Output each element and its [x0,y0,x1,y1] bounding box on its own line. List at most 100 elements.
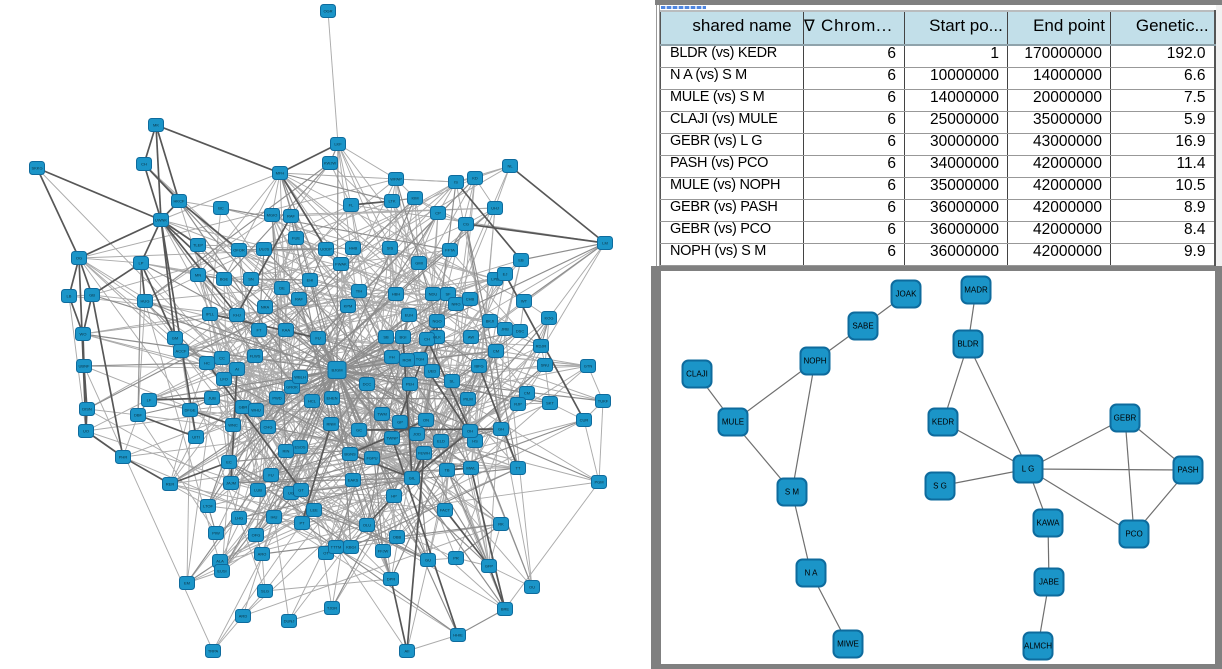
svg-text:BC: BC [218,206,224,211]
svg-text:DE: DE [279,286,285,291]
svg-text:ESOS: ESOS [294,445,305,450]
svg-text:PASH: PASH [1177,466,1198,475]
svg-text:SL: SL [450,379,456,384]
svg-text:NRO: NRO [452,302,461,307]
svg-text:KIM: KIM [411,196,418,201]
svg-text:TGH: TGH [416,357,425,362]
svg-text:PHR: PHR [119,455,128,460]
svg-text:CUR: CUR [580,418,589,423]
svg-text:FFJW: FFJW [378,549,389,554]
svg-text:HUG: HUG [141,299,150,304]
svg-text:IHU: IHU [271,515,278,520]
svg-text:PILM: PILM [463,397,472,402]
svg-text:LHG: LHG [235,516,243,521]
svg-text:TIH: TIH [356,289,363,294]
svg-text:BJGM: BJGM [331,368,342,373]
svg-text:PCO: PCO [1125,530,1142,539]
svg-text:OU: OU [529,585,535,590]
svg-text:SKKG: SKKG [31,166,42,171]
svg-text:TJDR: TJDR [327,606,337,611]
svg-text:KOG: KOG [545,316,554,321]
svg-text:SIS: SIS [387,246,394,251]
svg-text:PIW: PIW [212,531,220,536]
svg-text:PR: PR [453,556,459,561]
svg-text:EC: EC [226,460,232,465]
svg-text:GC: GC [356,428,362,433]
svg-text:NRA: NRA [261,305,270,310]
svg-text:SNU: SNU [541,363,550,368]
svg-text:RIN: RIN [283,449,290,454]
svg-text:CLAJI: CLAJI [686,370,708,379]
svg-text:BKJI: BKJI [486,319,494,324]
svg-text:GH: GH [498,427,504,432]
svg-text:LFO: LFO [220,377,228,382]
svg-text:HKCF: HKCF [174,199,185,204]
svg-text:PEH: PEH [406,382,414,387]
svg-text:MULE: MULE [722,418,744,427]
svg-text:GFP: GFP [485,564,494,569]
svg-text:OBB: OBB [393,535,402,540]
svg-text:EUSI: EUSI [217,569,226,574]
svg-text:UED: UED [428,369,437,374]
svg-text:FACT: FACT [440,508,451,513]
svg-text:CHB: CHB [466,297,475,302]
svg-text:TWNP: TWNP [386,436,398,441]
svg-text:LEE: LEE [310,508,318,513]
svg-text:DFGE: DFGE [184,408,195,413]
svg-text:ARD: ARD [239,614,248,619]
svg-text:BRE: BRE [501,607,510,612]
svg-text:HHIE: HHIE [453,633,463,638]
svg-text:WBLH: WBLH [294,375,306,380]
svg-text:FL: FL [349,203,354,208]
svg-text:FEWH: FEWH [418,451,430,456]
svg-text:TLEP: TLEP [193,243,203,248]
svg-text:DPR: DPR [387,577,396,582]
svg-text:DBF: DBF [134,413,143,418]
svg-text:SKT: SKT [546,401,554,406]
svg-text:CP: CP [435,211,441,216]
svg-text:KEDR: KEDR [932,418,954,427]
svg-text:BGNS: BGNS [344,452,356,457]
svg-text:CM: CM [524,391,530,396]
svg-text:PT: PT [299,521,305,526]
svg-text:OT: OT [323,551,329,556]
svg-text:HS: HS [472,439,478,444]
svg-text:JABE: JABE [1039,578,1059,587]
svg-text:GP: GP [397,420,403,425]
svg-text:LPE: LPE [491,277,499,282]
svg-text:PWD: PWD [272,396,281,401]
svg-text:GMI: GMI [415,261,423,266]
svg-text:CC: CC [219,356,225,361]
svg-text:DUNJ: DUNJ [284,619,295,624]
svg-text:MGIO: MGIO [267,213,278,218]
svg-text:BGE: BGE [220,277,229,282]
svg-text:ON: ON [423,418,429,423]
svg-text:GM: GM [172,336,178,341]
svg-text:AI: AI [235,367,239,372]
svg-text:GTN: GTN [584,364,593,369]
svg-text:LTOF: LTOF [203,504,213,509]
svg-text:OH: OH [467,429,473,434]
svg-text:UBNF: UBNF [79,364,90,369]
svg-text:RK: RK [498,522,504,527]
svg-text:UWNK: UWNK [155,218,168,223]
svg-text:EHI: EHI [307,278,314,283]
svg-text:KHJ: KHJ [233,313,241,318]
svg-text:MN: MN [195,273,201,278]
svg-text:WO: WO [80,332,87,337]
svg-text:JRB: JRB [501,327,509,332]
svg-text:GBR: GBR [239,405,248,410]
svg-text:MFH: MFH [276,171,285,176]
svg-text:TB: TB [444,468,449,473]
svg-text:BLDR: BLDR [957,340,979,349]
svg-text:TWM: TWM [377,412,387,417]
svg-text:CH: CH [424,337,430,342]
svg-text:FT: FT [257,328,262,333]
svg-text:GU: GU [425,558,431,563]
svg-text:MK: MK [153,123,159,128]
svg-text:RAF: RAF [295,297,304,302]
svg-text:EM: EM [184,581,190,586]
svg-text:N A: N A [805,569,819,578]
svg-text:RAF: RAF [287,214,296,219]
svg-text:OG: OG [76,256,82,261]
